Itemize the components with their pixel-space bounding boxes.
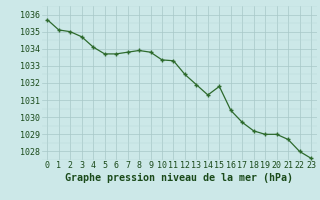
X-axis label: Graphe pression niveau de la mer (hPa): Graphe pression niveau de la mer (hPa) xyxy=(65,173,293,183)
